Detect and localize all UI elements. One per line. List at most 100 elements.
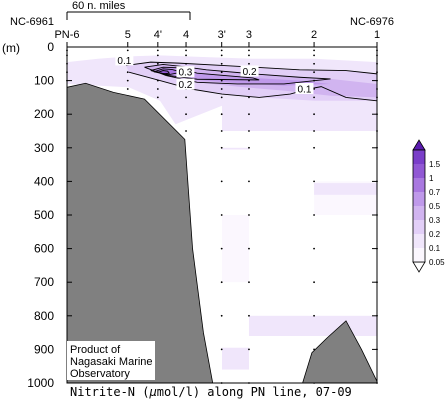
- depth-tick-0: 0: [47, 40, 54, 54]
- depth-tick-5: 500: [34, 208, 54, 222]
- sample-point-5-14: [248, 314, 250, 317]
- contour-0.1-lower: [128, 71, 378, 102]
- depth-tick-3: 300: [34, 141, 54, 155]
- contour-label-bg-2: [176, 78, 195, 90]
- station-labels: PN-6 5 4' 4 3' 3 2 1: [54, 29, 380, 41]
- sample-point-4-8: [220, 130, 223, 132]
- colorbar-level-1: 0.1: [429, 244, 441, 253]
- sample-point-3-1: [185, 54, 187, 57]
- colorbar-level-3: 0.3: [429, 216, 441, 225]
- sample-point-3-0: [185, 49, 187, 52]
- sample-point-1-3: [126, 71, 129, 74]
- station-label-0: PN-6: [54, 29, 79, 41]
- credit-line-2: Nagasaki Marine: [70, 356, 153, 368]
- contour-label-1: 0.3: [176, 66, 195, 79]
- colorbar-level-7: 1.5: [429, 160, 441, 169]
- depth-tick-4: 400: [34, 174, 54, 188]
- sample-point-4-7: [220, 113, 223, 116]
- station-label-2: 4': [154, 29, 162, 41]
- sample-point-5-4: [248, 79, 250, 82]
- y-axis-unit: (m): [2, 41, 20, 55]
- contour-labels: 0.10.30.20.20.1: [115, 54, 314, 96]
- contour-label-2: 0.2: [176, 78, 195, 91]
- sample-point-5-5: [248, 88, 250, 90]
- sample-point-5-9: [248, 146, 250, 149]
- sample-point-6-1: [313, 54, 315, 57]
- contour-label-4: 0.1: [295, 83, 314, 96]
- sample-point-2-5: [156, 88, 159, 90]
- contour-label-text-2: 0.2: [178, 80, 192, 91]
- colorbar-swatch-0: [413, 248, 425, 262]
- sample-point-6-5: [313, 88, 315, 90]
- station-label-5: 3: [246, 29, 252, 41]
- station-label-3: 4: [183, 29, 189, 41]
- colorbar-bottom-cap: [412, 261, 426, 273]
- depth-tick-1: 100: [34, 74, 54, 88]
- sample-point-6-6: [313, 96, 315, 99]
- fill-patch-930m: [222, 347, 249, 370]
- colorbar-level-5: 0.7: [429, 188, 441, 197]
- sample-point-2-6: [156, 96, 159, 99]
- contour-label-bg-0: [115, 54, 134, 66]
- sample-point-1-5: [126, 88, 129, 90]
- continental-slope: [66, 82, 214, 384]
- plot-area: 0.10.30.20.20.1: [66, 42, 378, 384]
- station-label-6: 2: [311, 29, 317, 41]
- sample-point-6-13: [313, 281, 315, 284]
- scale-bar-label: 60 n. miles: [72, 0, 126, 12]
- sample-point-6-0: [313, 49, 315, 52]
- sample-point-4-14: [220, 314, 223, 317]
- sample-point-2-4: [156, 79, 159, 82]
- sample-point-3-7: [185, 113, 187, 116]
- sample-point-6-2: [313, 62, 315, 65]
- scale-bar: 60 n. miles: [66, 0, 191, 20]
- contour-label-text-0: 0.1: [117, 56, 131, 67]
- colorbar-swatch-7: [413, 150, 425, 164]
- sample-point-5-10: [248, 180, 250, 183]
- fill-patch-830m: [248, 315, 377, 336]
- sample-point-4-0: [220, 49, 223, 52]
- sample-point-5-2: [248, 62, 250, 65]
- colorbar-swatch-1: [413, 234, 425, 248]
- depth-tick-labels: 0 100 200 300 400 500 600 700 800 900 1000: [27, 40, 54, 390]
- credit-box: Product of Nagasaki Marine Observatory: [67, 341, 155, 380]
- left-end-label: NC-6961: [10, 16, 54, 28]
- colorbar-level-2: 0.2: [429, 230, 441, 239]
- sample-point-5-1: [248, 54, 250, 57]
- sample-point-6-3: [313, 71, 315, 74]
- sample-point-6-8: [313, 130, 315, 132]
- credit-line-3: Observatory: [70, 368, 130, 380]
- sample-point-2-0: [156, 49, 159, 52]
- depth-tick-6: 600: [34, 242, 54, 256]
- contour-label-text-3: 0.2: [243, 67, 257, 78]
- contour-label-0: 0.1: [115, 54, 134, 67]
- sample-point-2-1: [156, 54, 159, 57]
- chart-caption: Nitrite-N (μmol/l) along PN line, 07-09: [70, 385, 352, 399]
- sample-point-4-12: [220, 247, 223, 250]
- station-label-7: 1: [374, 29, 380, 41]
- sample-point-6-11: [313, 214, 315, 216]
- sample-point-3-8: [185, 130, 187, 132]
- right-end-label: NC-6976: [350, 16, 394, 28]
- sample-point-5-6: [248, 96, 250, 99]
- sample-point-5-12: [248, 247, 250, 250]
- depth-tick-7: 700: [34, 275, 54, 289]
- sample-point-1-4: [126, 79, 129, 82]
- sample-point-6-14: [313, 314, 315, 317]
- sample-point-6-12: [313, 247, 315, 250]
- sample-point-5-15: [248, 348, 250, 351]
- colorbar-swatch-5: [413, 178, 425, 192]
- contour-label-bg-4: [295, 83, 314, 94]
- contour-label-text-1: 0.3: [178, 68, 192, 79]
- sample-point-4-15: [220, 348, 223, 351]
- contour-label-text-4: 0.1: [298, 85, 312, 96]
- colorbar-top-cap: [412, 139, 426, 151]
- fill-patch-420m: [314, 183, 377, 195]
- sample-point-4-1: [220, 54, 223, 57]
- contour-label-3: 0.2: [240, 65, 259, 78]
- sample-point-5-11: [248, 214, 250, 216]
- credit-line-1: Product of: [70, 344, 121, 356]
- sample-point-6-10: [313, 180, 315, 183]
- contour-label-bg-3: [240, 65, 259, 77]
